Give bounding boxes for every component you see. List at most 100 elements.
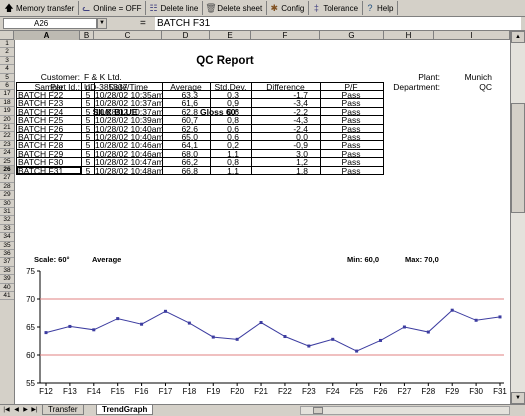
delete-line-button[interactable]: ☷ Delete line — [146, 1, 204, 15]
row-header-25[interactable]: 25 — [0, 157, 14, 166]
cell-sample[interactable]: BATCH F31 — [18, 165, 64, 176]
column-header-f[interactable]: F — [251, 31, 320, 40]
cell-average[interactable]: 68,0 — [181, 148, 198, 159]
cell-n[interactable]: 5 — [85, 98, 91, 109]
delete-sheet-button[interactable]: 🗑 Delete sheet — [203, 1, 268, 15]
cell-average[interactable]: 61,6 — [181, 98, 198, 109]
memory-transfer-button[interactable]: 🡅 Memory transfer — [2, 1, 80, 15]
column-header-a[interactable]: A — [14, 31, 80, 40]
cell-sample[interactable]: BATCH F22 — [18, 89, 64, 100]
row-header-27[interactable]: 27 — [0, 174, 14, 183]
cell-std-dev[interactable]: 0,2 — [227, 140, 239, 151]
row-header-4[interactable]: 4 — [0, 65, 14, 74]
config-button[interactable]: ✱ Config — [267, 1, 310, 15]
last-sheet-icon[interactable]: ▶| — [31, 407, 38, 413]
cell-datetime[interactable]: 10/28/02 10:48am — [95, 165, 164, 176]
row-header-29[interactable]: 29 — [0, 191, 14, 200]
column-header-e[interactable]: E — [210, 31, 251, 40]
row-header-23[interactable]: 23 — [0, 140, 14, 150]
cell-average[interactable]: 64,1 — [181, 140, 198, 151]
row-header-21[interactable]: 21 — [0, 124, 14, 133]
cell-difference[interactable]: 1,8 — [296, 165, 308, 176]
sheet-tab-transfer[interactable]: Transfer — [42, 405, 84, 415]
next-sheet-icon[interactable]: ▶ — [23, 407, 28, 413]
cell-n[interactable]: 5 — [85, 89, 91, 100]
cell-n[interactable]: 5 — [85, 106, 91, 117]
row-header-24[interactable]: 24 — [0, 149, 14, 158]
row-header-30[interactable]: 30 — [0, 199, 14, 208]
row-header-22[interactable]: 22 — [0, 132, 14, 141]
tolerance-button[interactable]: ‡ Tolerance — [309, 1, 364, 15]
row-header-34[interactable]: 34 — [0, 233, 14, 242]
cell-sample[interactable]: BATCH F26 — [18, 123, 64, 134]
horizontal-scrollbar[interactable] — [300, 406, 510, 415]
cell-std-dev[interactable]: 1,1 — [227, 148, 239, 159]
row-header-1[interactable]: 1 — [0, 40, 14, 49]
cell-std-dev[interactable]: 0,6 — [227, 131, 239, 142]
cell-pass-fail[interactable]: Pass — [341, 131, 361, 142]
row-header-18[interactable]: 18 — [0, 98, 14, 108]
vertical-scroll-thumb[interactable] — [511, 103, 525, 213]
cell-difference[interactable]: 3,0 — [296, 148, 308, 159]
cell-sample[interactable]: BATCH F27 — [18, 131, 64, 142]
cell-difference[interactable]: -2,2 — [293, 106, 308, 117]
cell-difference[interactable]: -4,3 — [293, 115, 308, 126]
cell-std-dev[interactable]: 0,9 — [227, 98, 239, 109]
row-header-2[interactable]: 2 — [0, 48, 14, 57]
cell-n[interactable]: 5 — [85, 157, 91, 168]
cell-std-dev[interactable]: 0,6 — [227, 123, 239, 134]
column-header-i[interactable]: I — [434, 31, 510, 40]
cell-n[interactable]: 5 — [85, 131, 91, 142]
cell-sample[interactable]: BATCH F29 — [18, 148, 64, 159]
online-off-button[interactable]: ᓚ Online = OFF — [79, 1, 147, 15]
cell-n[interactable]: 5 — [85, 123, 91, 134]
row-header-6[interactable]: 6 — [0, 82, 14, 91]
name-box-dropdown-icon[interactable]: ▼ — [97, 18, 107, 29]
cell-difference[interactable]: -2,4 — [293, 123, 308, 134]
cell-datetime[interactable]: 10/28/02 10:35am — [95, 89, 164, 100]
row-header-38[interactable]: 38 — [0, 266, 14, 276]
row-header-19[interactable]: 19 — [0, 107, 14, 116]
row-header-17[interactable]: 17 — [0, 90, 14, 99]
column-header-d[interactable]: D — [162, 31, 210, 40]
cell-datetime[interactable]: 10/28/02 10:40am — [95, 123, 164, 134]
select-all-corner[interactable] — [0, 31, 14, 40]
cell-datetime[interactable]: 10/28/02 10:39am — [95, 115, 164, 126]
first-sheet-icon[interactable]: |◀ — [3, 407, 10, 413]
sheet-tab-trendgraph[interactable]: TrendGraph — [96, 405, 154, 415]
cell-difference[interactable]: 0,0 — [296, 131, 308, 142]
cell-sample[interactable]: BATCH F25 — [18, 115, 64, 126]
row-header-20[interactable]: 20 — [0, 115, 14, 124]
row-header-3[interactable]: 3 — [0, 56, 14, 66]
cell-pass-fail[interactable]: Pass — [341, 123, 361, 134]
cell-difference[interactable]: -1,7 — [293, 89, 308, 100]
cell-pass-fail[interactable]: Pass — [341, 140, 361, 151]
row-header-28[interactable]: 28 — [0, 182, 14, 192]
cell-sample[interactable]: BATCH F28 — [18, 140, 64, 151]
row-header-39[interactable]: 39 — [0, 275, 14, 284]
cell-average[interactable]: 66,2 — [181, 157, 198, 168]
cell-datetime[interactable]: 10/28/02 10:37am — [95, 98, 164, 109]
cell-average[interactable]: 66,8 — [181, 165, 198, 176]
cell-datetime[interactable]: 10/28/02 10:47am — [95, 157, 164, 168]
cell-pass-fail[interactable]: Pass — [341, 89, 361, 100]
cell-average[interactable]: 60,7 — [181, 115, 198, 126]
cell-std-dev[interactable]: 0,8 — [227, 115, 239, 126]
help-button[interactable]: ? Help — [363, 1, 399, 15]
row-header-26[interactable]: 26 — [0, 166, 14, 175]
horizontal-scroll-thumb[interactable] — [313, 407, 323, 414]
cell-pass-fail[interactable]: Pass — [341, 106, 361, 117]
name-box[interactable]: A26 — [3, 18, 97, 29]
cell-difference[interactable]: 1,2 — [296, 157, 308, 168]
cell-n[interactable]: 5 — [85, 148, 91, 159]
vertical-scrollbar[interactable]: ▲ ▼ — [510, 31, 525, 404]
cell-pass-fail[interactable]: Pass — [341, 165, 361, 176]
row-header-31[interactable]: 31 — [0, 208, 14, 217]
cell-sample[interactable]: BATCH F30 — [18, 157, 64, 168]
row-header-33[interactable]: 33 — [0, 224, 14, 234]
cell-sample[interactable]: BATCH F24 — [18, 106, 64, 117]
cell-average[interactable]: 65,0 — [181, 131, 198, 142]
cell-std-dev[interactable]: 1,1 — [227, 165, 239, 176]
cell-std-dev[interactable]: 0,6 — [227, 106, 239, 117]
